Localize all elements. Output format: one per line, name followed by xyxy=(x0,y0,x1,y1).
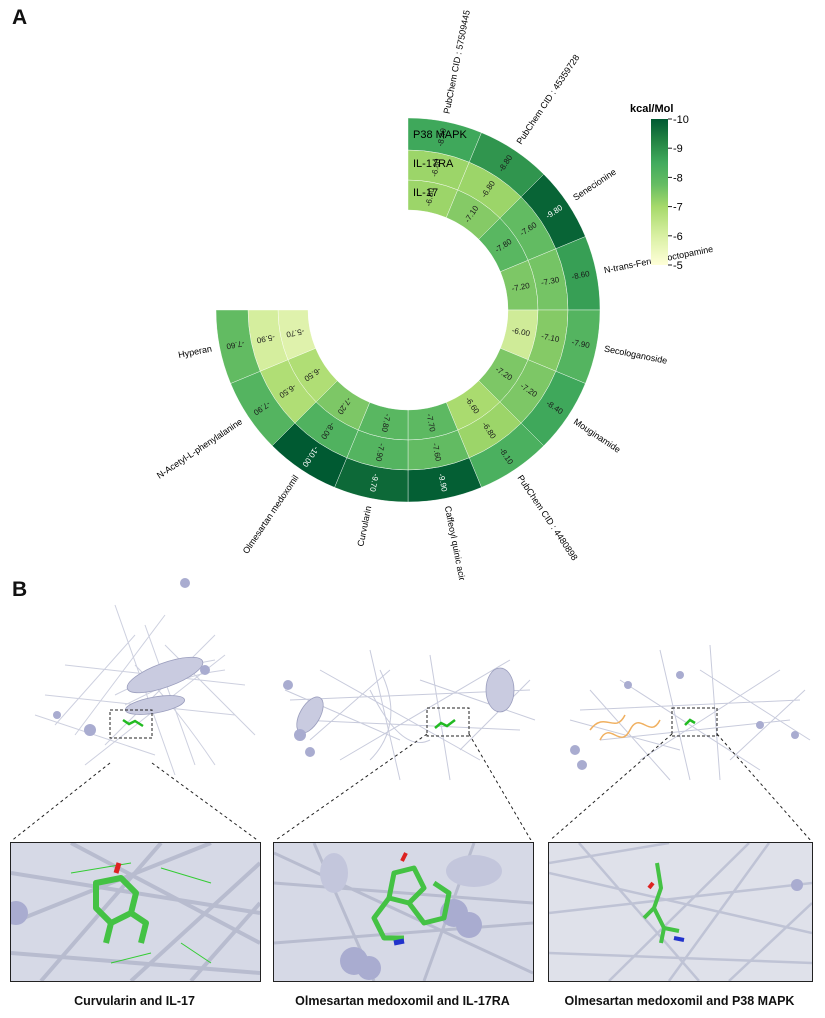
compound-label: Senecionine xyxy=(571,167,618,203)
ring-label-il17ra: IL-17RA xyxy=(413,158,454,170)
colorbar-tick-label: -10 xyxy=(673,114,689,126)
colorbar-gradient xyxy=(651,119,668,265)
cell-value-label: -9.70 xyxy=(368,473,380,493)
cell-value-label: -7.90 xyxy=(571,338,591,350)
colorbar-tick-label: -9 xyxy=(673,143,683,155)
caption-olmesartan-p38: Olmesartan medoxomil and P38 MAPK xyxy=(564,994,795,1008)
cell-value-label: -8.60 xyxy=(571,269,591,281)
structure-overview-3 xyxy=(560,630,820,790)
cell-value-label: -7.60 xyxy=(430,442,442,462)
compound-label: Caffeoyl quinic acid xyxy=(443,505,468,580)
structure-overview-1 xyxy=(15,575,265,790)
inset-olmesartan-p38 xyxy=(548,842,813,982)
colorbar: kcal/Mol -5 -6 -7 -8 -9 -10 xyxy=(630,103,689,272)
cell-value-label: -7.60 xyxy=(225,339,245,351)
zoom-connectors xyxy=(11,733,811,840)
cell-value-label: -7.20 xyxy=(511,281,531,293)
structure-overview-2 xyxy=(280,630,540,790)
colorbar-tick-label: -7 xyxy=(673,202,683,214)
compound-label: PubChem CID : 57509445 xyxy=(442,9,472,115)
panel-label-b: B xyxy=(12,578,28,601)
cell-value-label: -7.10 xyxy=(540,332,560,344)
compound-label: Mouginamide xyxy=(572,416,622,454)
ring-label-p38: P38 MAPK xyxy=(413,129,467,141)
colorbar-tick-label: -6 xyxy=(673,231,683,243)
cell-value-label: -6.80 xyxy=(430,157,442,177)
compound-label: Hyperan xyxy=(177,344,212,360)
cell-value-label: -7.30 xyxy=(540,275,560,287)
cell-value-label: -7.80 xyxy=(380,413,392,433)
colorbar-tick-label: -8 xyxy=(673,172,683,184)
colorbar-tick-label: -5 xyxy=(673,260,683,272)
compound-label: Olmesartan medoxomil xyxy=(241,473,301,555)
cell-value-label: -8.40 xyxy=(436,127,448,147)
compound-label: N-Acetyl-L-phenylalanine xyxy=(155,416,244,480)
compound-label: Secologanoside xyxy=(603,344,668,366)
panel-label-a: A xyxy=(12,6,28,29)
compound-label: PubChem CID : 4480898 xyxy=(515,473,579,562)
caption-olmesartan-il17ra: Olmesartan medoxomil and IL-17RA xyxy=(295,994,510,1008)
cell-value-label: -7.70 xyxy=(425,413,437,433)
ring-label-il17: IL-17 xyxy=(413,187,438,199)
compound-label: PubChem CID : 45359728 xyxy=(514,53,581,146)
colorbar-title: kcal/Mol xyxy=(630,103,673,115)
cell-value-label: -9.90 xyxy=(437,473,449,493)
circular-heatmap: -6.80-6.80-8.40-7.10-6.80-8.80-7.80-7.60… xyxy=(155,9,714,580)
cell-value-label: -6.80 xyxy=(424,187,436,207)
cell-value-label: -7.90 xyxy=(374,442,386,462)
compound-label: Curvularin xyxy=(355,505,373,547)
cell-value-label: -6.00 xyxy=(511,326,531,338)
inset-olmesartan-il17ra xyxy=(273,842,534,982)
cell-value-label: -5.90 xyxy=(256,332,276,344)
heatmap-cell xyxy=(215,309,261,384)
inset-curvularin-il17 xyxy=(10,842,261,982)
caption-curvularin-il17: Curvularin and IL-17 xyxy=(74,994,195,1008)
cell-value-label: -5.70 xyxy=(285,327,305,339)
